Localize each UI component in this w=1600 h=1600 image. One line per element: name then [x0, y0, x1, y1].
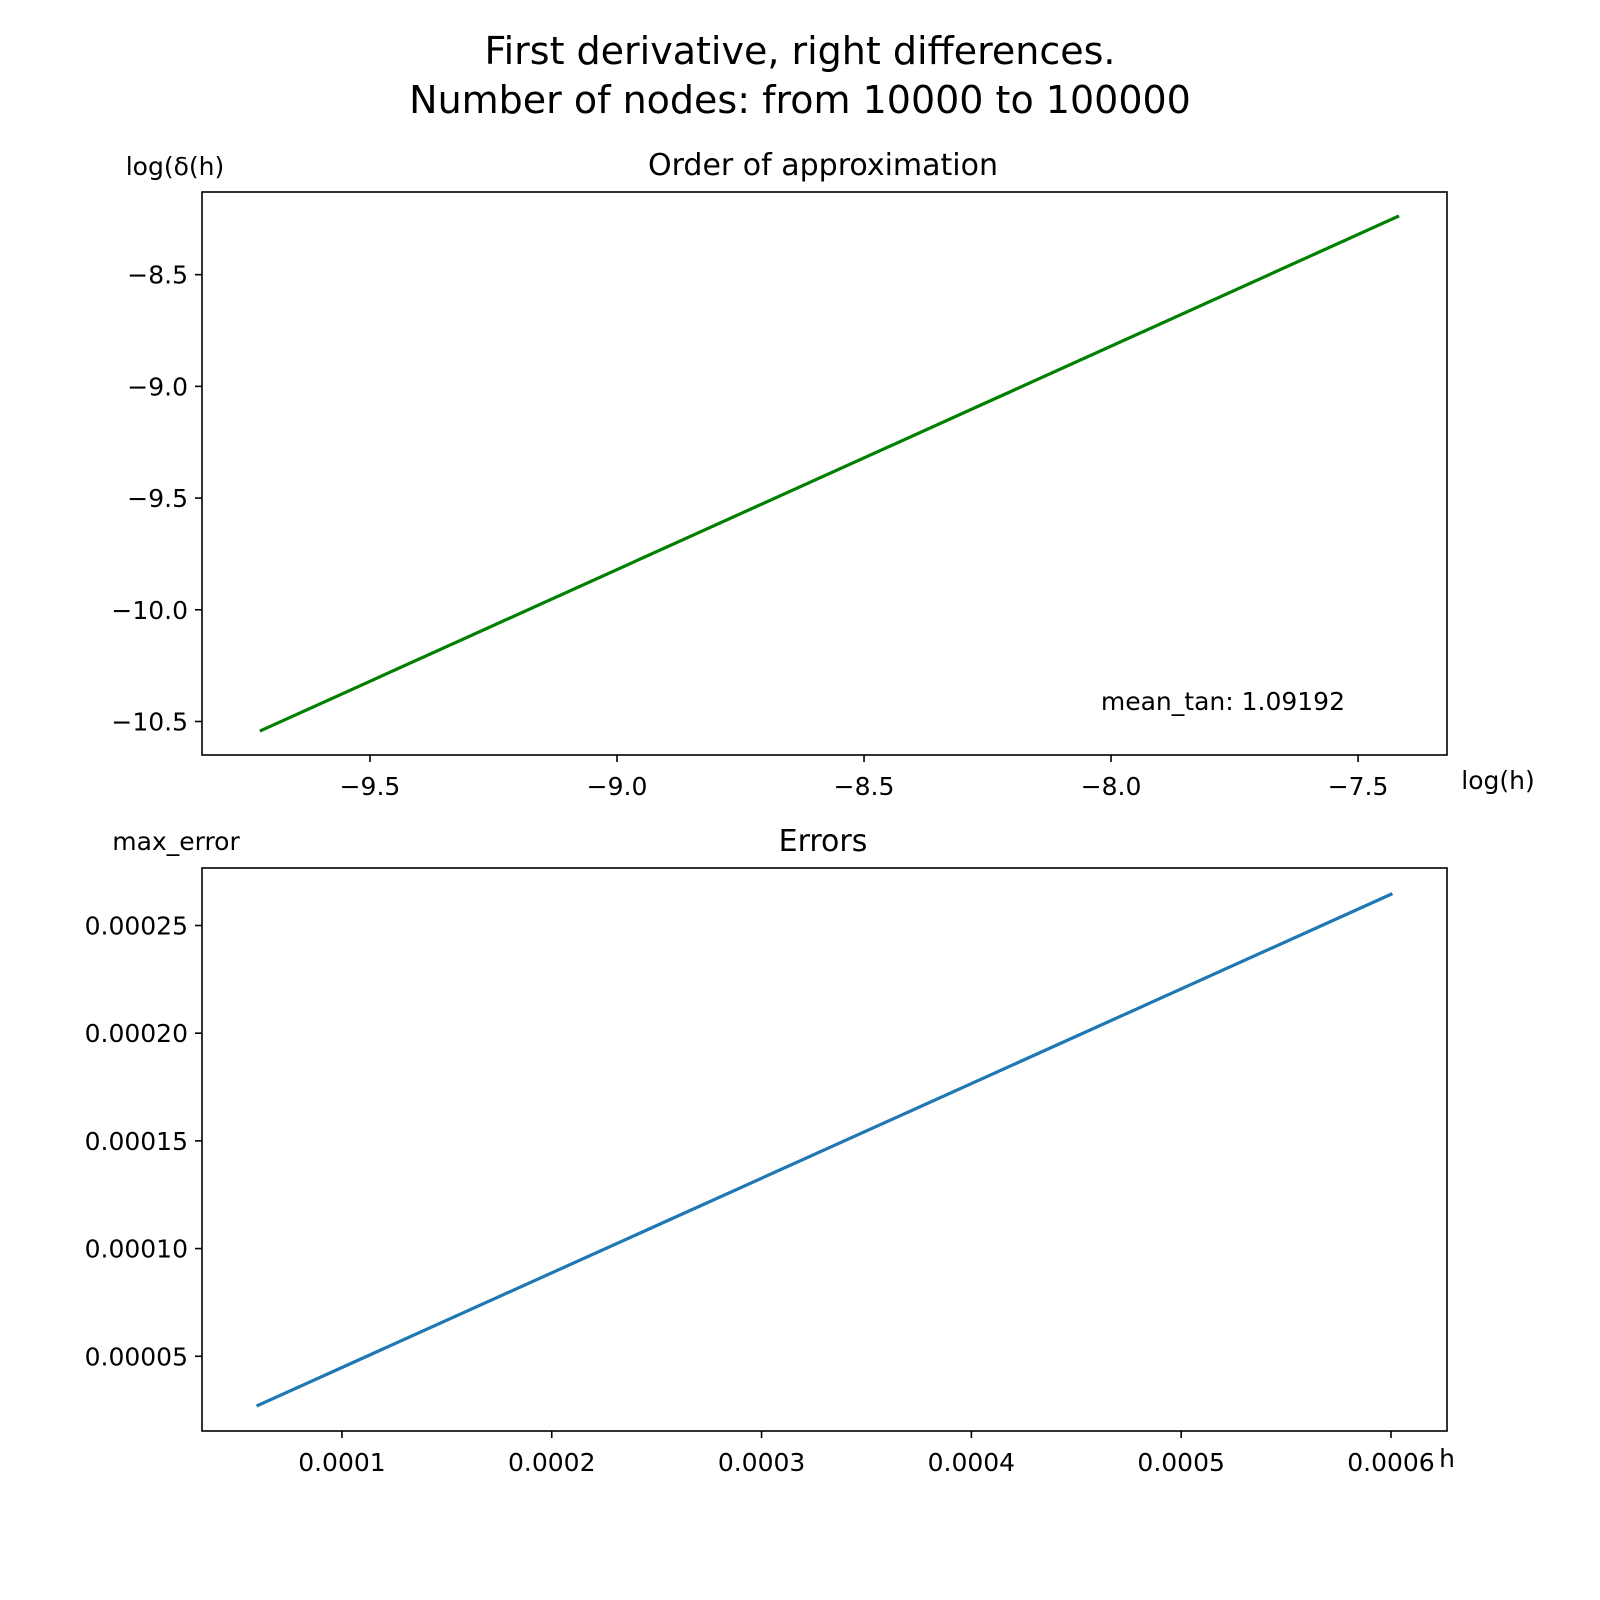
- plot-frame: [201, 191, 1448, 756]
- x-tick-label: 0.0002: [508, 1448, 595, 1477]
- series-line-0: [255, 892, 1394, 1408]
- y-tick-label: 0.00025: [85, 912, 188, 941]
- figure-title-line1: First derivative, right differences.: [485, 29, 1116, 73]
- y-tick-label: −9.5: [127, 484, 188, 513]
- x-axis-label: log(h): [1461, 766, 1534, 795]
- plot-frame: [201, 867, 1448, 1432]
- x-tick-label: −9.5: [340, 772, 401, 801]
- x-axis-label: h: [1439, 1444, 1455, 1473]
- y-axis-label: max_error: [112, 827, 240, 856]
- x-tick-label: −8.5: [834, 772, 895, 801]
- x-tick-label: −8.0: [1081, 772, 1142, 801]
- y-tick-label: 0.00015: [85, 1127, 188, 1156]
- chart-title: Errors: [779, 824, 868, 859]
- y-tick-label: −10.0: [111, 596, 188, 625]
- errors-chart: Errors max_error h 0.0001 0.0002 0.0003 0.0…: [85, 824, 1455, 1477]
- series-line-0: [259, 214, 1400, 733]
- y-tick-label: 0.00005: [85, 1342, 188, 1371]
- x-tick-label: 0.0005: [1137, 1448, 1224, 1477]
- mean-tan-annotation: mean_tan: 1.09192: [1101, 687, 1345, 716]
- order-of-approximation-chart: Order of approximation log(δ(h) log(h) m…: [111, 148, 1534, 801]
- x-tick-label: 0.0001: [298, 1448, 385, 1477]
- x-tick-label: 0.0003: [718, 1448, 805, 1477]
- x-tick-label: 0.0006: [1347, 1448, 1434, 1477]
- x-tick-label: −9.0: [587, 772, 648, 801]
- chart-title: Order of approximation: [648, 148, 998, 183]
- x-tick-label: −7.5: [1328, 772, 1389, 801]
- y-axis-label: log(δ(h): [126, 152, 225, 181]
- y-tick-label: 0.00010: [85, 1235, 188, 1264]
- y-tick-label: −8.5: [127, 261, 188, 290]
- y-tick-label: −10.5: [111, 707, 188, 736]
- y-tick-label: 0.00020: [85, 1019, 188, 1048]
- y-tick-label: −9.0: [127, 372, 188, 401]
- figure-title-line2: Number of nodes: from 10000 to 100000: [409, 78, 1191, 122]
- x-tick-label: 0.0004: [928, 1448, 1015, 1477]
